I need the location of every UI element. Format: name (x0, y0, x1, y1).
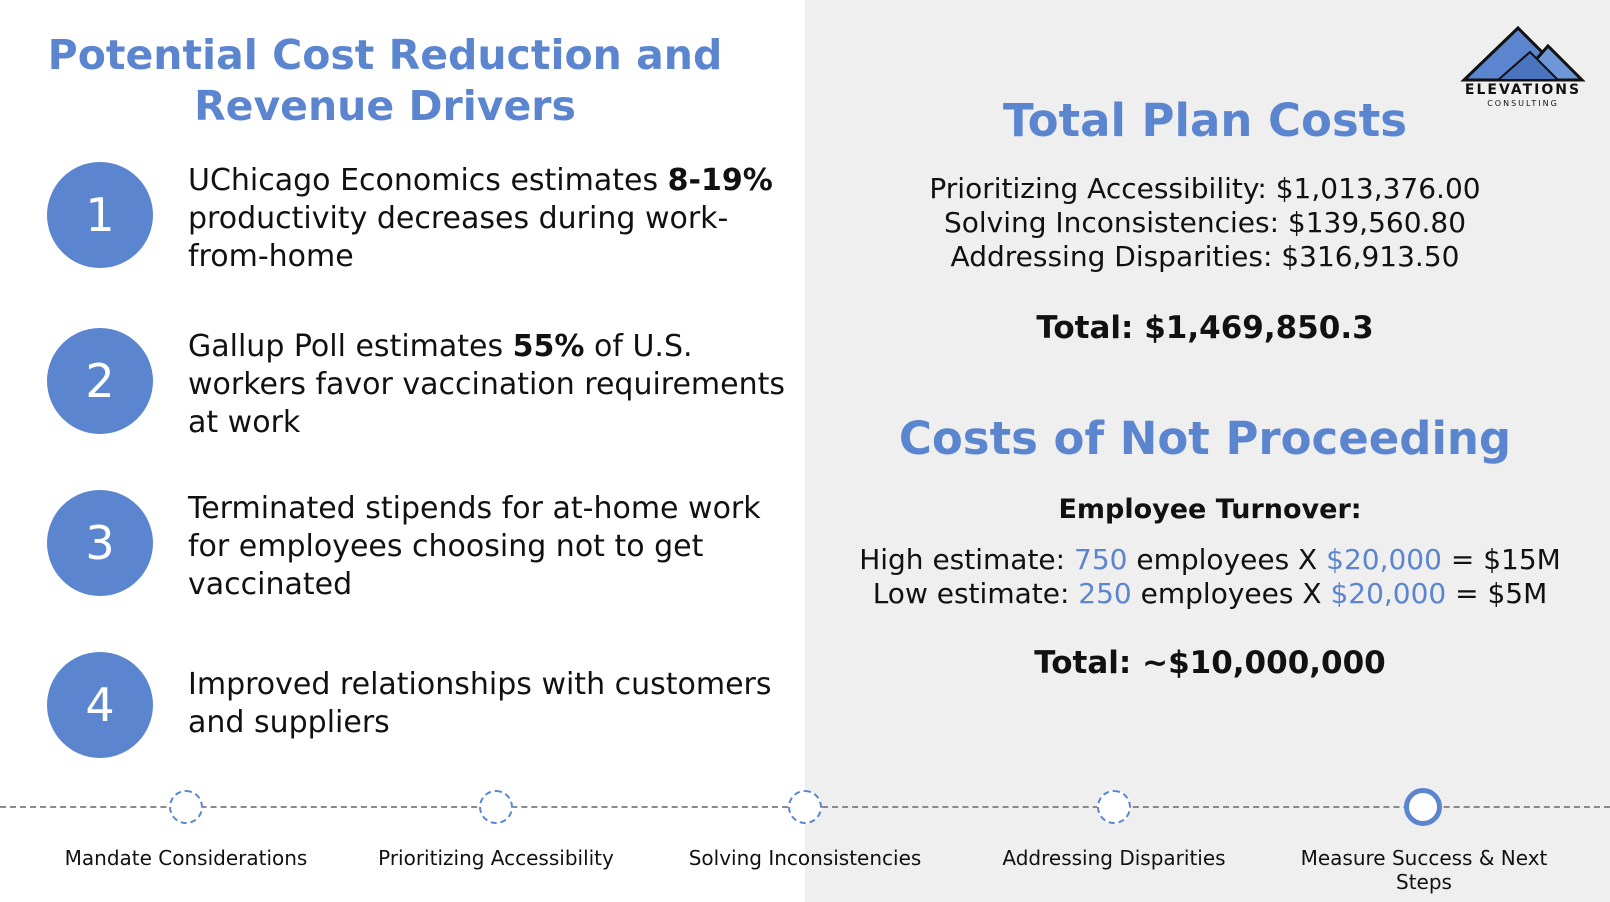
driver-text-bold: 8-19% (667, 163, 773, 198)
low-cost: $20,000 (1330, 577, 1447, 610)
low-count: 250 (1078, 577, 1132, 610)
high-estimate: High estimate: 750 employees X $20,000 =… (805, 543, 1610, 576)
left-title: Potential Cost Reduction and Revenue Dri… (30, 30, 740, 132)
timeline-node-next-steps[interactable] (1404, 788, 1442, 826)
left-title-line2: Revenue Drivers (194, 82, 576, 130)
number-badge: 4 (47, 652, 153, 758)
driver-text-bold: 55% (512, 329, 585, 364)
number-badge: 2 (47, 328, 153, 434)
driver-text: Terminated stipends for at-home work for… (188, 490, 788, 604)
timeline-node-disparities[interactable] (1097, 790, 1131, 824)
timeline-node-mandate[interactable] (169, 790, 203, 824)
driver-item-3: 3 Terminated stipends for at-home work f… (47, 490, 787, 602)
left-title-line1: Potential Cost Reduction and (47, 31, 723, 79)
driver-item-4: 4 Improved relationships with customers … (47, 652, 787, 762)
driver-text-post: productivity decreases during work-from-… (188, 201, 729, 274)
driver-text: UChicago Economics estimates 8-19% produ… (188, 162, 788, 276)
cost-line: Addressing Disparities: $316,913.50 (950, 240, 1460, 273)
high-mid: employees X (1127, 543, 1327, 576)
driver-text-pre: Terminated stipends for at-home work for… (188, 491, 761, 602)
high-count: 750 (1074, 543, 1128, 576)
low-prefix: Low estimate: (872, 577, 1079, 610)
driver-text: Improved relationships with customers an… (188, 666, 788, 742)
driver-text-post: of U.S. workers favor vaccination requir… (188, 329, 786, 440)
cost-line: Prioritizing Accessibility: $1,013,376.0… (929, 172, 1481, 205)
timeline-label-inconsistencies[interactable]: Solving Inconsistencies (688, 846, 922, 870)
timeline-label-disparities[interactable]: Addressing Disparities (1002, 846, 1226, 870)
low-result: = $5M (1446, 577, 1548, 610)
logo-subtitle: CONSULTING (1487, 99, 1559, 108)
plan-costs-total: Total: $1,469,850.3 (1036, 310, 1374, 346)
right-panel (805, 0, 1610, 902)
driver-text-pre: Gallup Poll estimates (188, 329, 513, 364)
driver-text-pre: Improved relationships with customers an… (188, 667, 772, 740)
driver-text: Gallup Poll estimates 55% of U.S. worker… (188, 328, 788, 442)
low-mid: employees X (1131, 577, 1331, 610)
driver-item-1: 1 UChicago Economics estimates 8-19% pro… (47, 162, 787, 274)
number-badge: 1 (47, 162, 153, 268)
mountain-logo-icon (1460, 25, 1586, 82)
high-cost: $20,000 (1326, 543, 1442, 576)
timeline-node-accessibility[interactable] (479, 790, 513, 824)
cost-line: Solving Inconsistencies: $139,560.80 (943, 206, 1467, 239)
number-badge: 3 (47, 490, 153, 596)
driver-text-pre: UChicago Economics estimates (188, 163, 668, 198)
low-estimate: Low estimate: 250 employees X $20,000 = … (805, 577, 1610, 610)
not-proceeding-title: Costs of Not Proceeding (898, 412, 1512, 465)
not-proceeding-total: Total: ~$10,000,000 (1034, 645, 1386, 681)
plan-costs-title: Total Plan Costs (1002, 94, 1408, 147)
timeline-node-inconsistencies[interactable] (788, 790, 822, 824)
timeline-label-next-steps[interactable]: Measure Success & Next Steps (1300, 846, 1548, 894)
logo-wordmark: ELEVATIONS (1464, 82, 1582, 98)
timeline-label-accessibility[interactable]: Prioritizing Accessibility (378, 846, 614, 870)
driver-item-2: 2 Gallup Poll estimates 55% of U.S. work… (47, 328, 787, 440)
timeline-label-mandate[interactable]: Mandate Considerations (64, 846, 308, 870)
high-result: = $15M (1441, 543, 1561, 576)
turnover-label: Employee Turnover: (1058, 494, 1362, 525)
high-prefix: High estimate: (859, 543, 1074, 576)
